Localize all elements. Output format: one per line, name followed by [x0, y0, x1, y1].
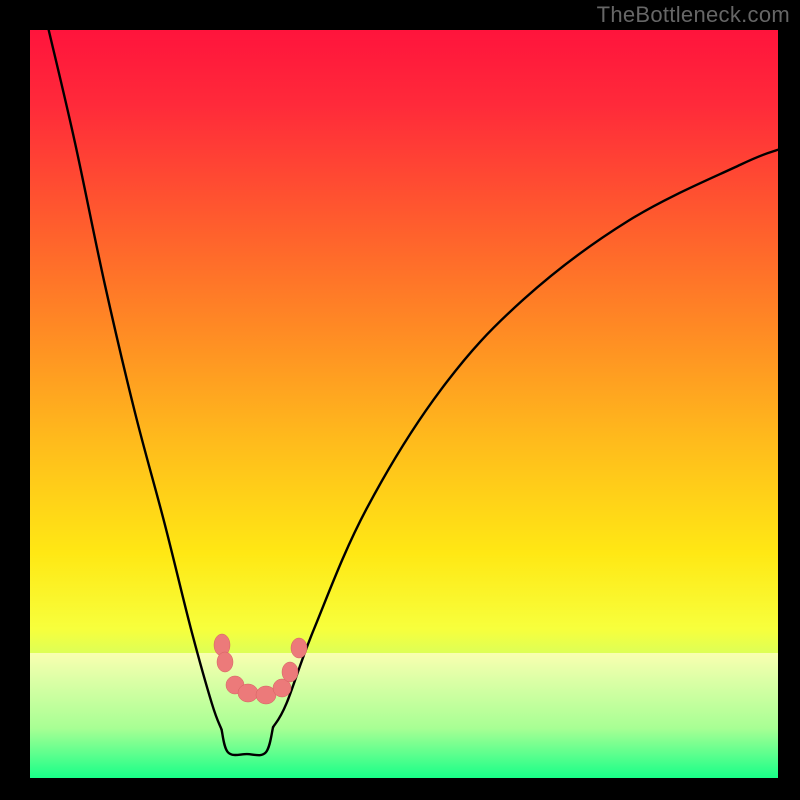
green-band [30, 653, 778, 778]
data-marker [217, 652, 233, 672]
data-marker [291, 638, 307, 658]
chart-container: { "watermark": "TheBottleneck.com", "cha… [0, 0, 800, 800]
bottleneck-chart [0, 0, 800, 800]
data-marker [238, 684, 258, 702]
data-marker [282, 662, 298, 682]
watermark-label: TheBottleneck.com [597, 2, 790, 28]
